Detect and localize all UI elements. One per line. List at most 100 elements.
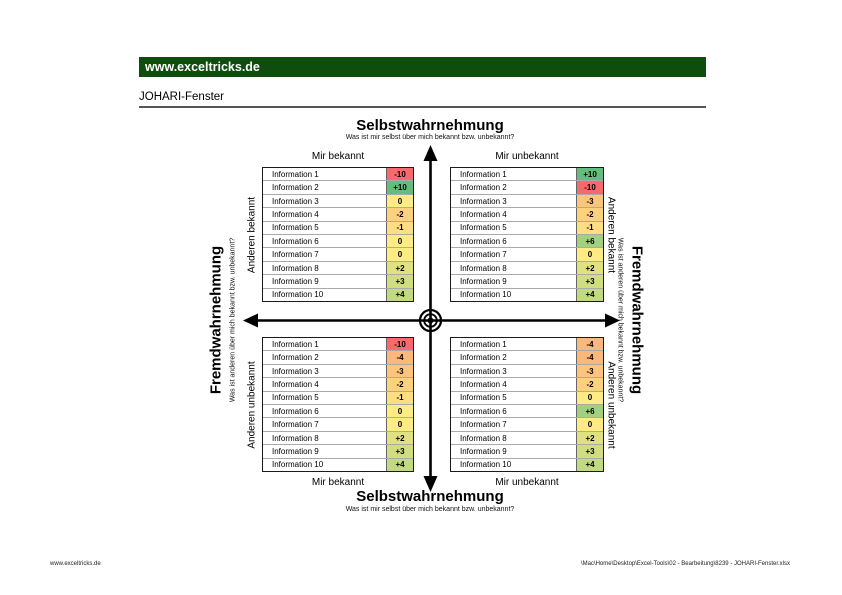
quadrant-table-bottom-left: Information 1 -10 Information 2 -4 Informati… [262,337,414,472]
table-row: Information 3 -3 [263,363,413,378]
information-value: +3 [576,275,603,288]
information-value: -3 [386,364,413,378]
information-value: +4 [576,458,603,472]
table-row: Information 4 -2 [263,377,413,391]
table-row: Information 8 +2 [263,260,413,275]
information-value: +2 [386,261,413,275]
table-row: Information 5 0 [451,390,603,405]
table-row: Information 2 -10 [451,180,603,194]
information-label: Information 2 [460,183,507,193]
information-label: Information 3 [460,196,507,206]
information-label: Information 3 [272,196,319,206]
information-label: Information 1 [272,339,319,349]
table-row: Information 10 +4 [263,457,413,472]
information-label: Information 3 [272,366,319,376]
information-label: Information 4 [460,209,507,219]
table-row: Information 6 0 [263,234,413,248]
bottom-axis-title: Selbstwahrnehmung [356,488,504,505]
arrow-left-icon [243,313,258,328]
information-label: Information 4 [272,209,319,219]
information-value: 0 [576,418,603,431]
information-value: -2 [386,378,413,391]
information-value: -1 [386,391,413,405]
information-value: -2 [576,378,603,391]
information-label: Information 5 [460,223,507,233]
table-row: Information 8 +2 [263,430,413,445]
information-value: 0 [576,391,603,405]
col-label-mir-unbekannt-bottom: Mir unbekannt [495,477,559,488]
table-row: Information 7 0 [263,247,413,261]
information-label: Information 8 [272,263,319,273]
arrow-up-icon [423,145,438,161]
information-label: Information 2 [272,183,319,193]
information-value: +10 [386,181,413,194]
information-label: Information 7 [460,420,507,430]
information-label: Information 1 [460,339,507,349]
information-label: Information 8 [460,433,507,443]
quadrant-table-top-left: Information 1 -10 Information 2 +10 Informat… [262,167,414,302]
information-label: Information 5 [460,393,507,403]
table-row: Information 7 0 [263,417,413,431]
table-row: Information 5 -1 [263,220,413,235]
table-row: Information 3 -3 [451,363,603,378]
information-label: Information 2 [460,353,507,363]
table-row: Information 10 +4 [263,287,413,302]
table-row: Information 1 -10 [263,168,413,181]
information-label: Information 9 [272,276,319,286]
information-label: Information 9 [272,446,319,456]
information-value: -4 [386,351,413,364]
information-value: -2 [576,208,603,221]
information-value: -10 [576,181,603,194]
information-label: Information 6 [460,406,507,416]
information-value: +2 [576,431,603,445]
table-row: Information 2 +10 [263,180,413,194]
information-value: 0 [576,248,603,261]
table-row: Information 6 +6 [451,404,603,418]
information-value: -1 [386,221,413,235]
information-value: +4 [386,458,413,472]
information-label: Information 2 [272,353,319,363]
site-banner: www.exceltricks.de [139,57,706,77]
information-value: +2 [386,431,413,445]
information-value: +3 [576,445,603,458]
information-label: Information 4 [272,379,319,389]
information-label: Information 10 [272,460,324,470]
row-label-anderen-unbekannt-left: Anderen unbekannt [246,361,258,449]
information-label: Information 7 [460,250,507,260]
col-label-mir-bekannt-bottom: Mir bekannt [311,477,365,488]
information-label: Information 10 [460,290,512,300]
information-value: +2 [576,261,603,275]
table-row: Information 9 +3 [263,274,413,288]
title-underline [139,106,706,108]
information-value: -3 [576,194,603,208]
quadrant-table-bottom-right: Information 1 -4 Information 2 -4 Informatio… [450,337,604,472]
footer-left: www.exceltricks.de [50,561,101,567]
information-label: Information 9 [460,276,507,286]
table-row: Information 3 -3 [451,193,603,208]
information-value: +3 [386,275,413,288]
information-value: -3 [576,364,603,378]
table-row: Information 4 -2 [451,207,603,221]
row-label-anderen-bekannt-right: Anderen bekannt [605,196,617,274]
table-row: Information 8 +2 [451,260,603,275]
col-label-mir-unbekannt-top: Mir unbekannt [495,151,559,162]
information-label: Information 5 [272,223,319,233]
table-row: Information 6 0 [263,404,413,418]
table-row: Information 2 -4 [263,350,413,364]
col-label-mir-bekannt-top: Mir bekannt [311,151,365,162]
left-axis-subtitle: Was ist anderen über mich bekannt bzw. u… [229,237,237,403]
table-row: Information 1 -10 [263,338,413,351]
information-value: -1 [576,221,603,235]
information-value: 0 [386,405,413,418]
site-banner-title: www.exceltricks.de [145,60,260,74]
information-label: Information 7 [272,250,319,260]
bottom-axis-subtitle: Was ist mir selbst über mich bekannt bzw… [345,506,515,513]
information-value: -4 [576,338,603,351]
table-row: Information 1 -4 [451,338,603,351]
information-value: +3 [386,445,413,458]
information-label: Information 5 [272,393,319,403]
information-value: 0 [386,235,413,248]
table-row: Information 1 +10 [451,168,603,181]
row-label-anderen-bekannt-left: Anderen bekannt [246,196,258,274]
